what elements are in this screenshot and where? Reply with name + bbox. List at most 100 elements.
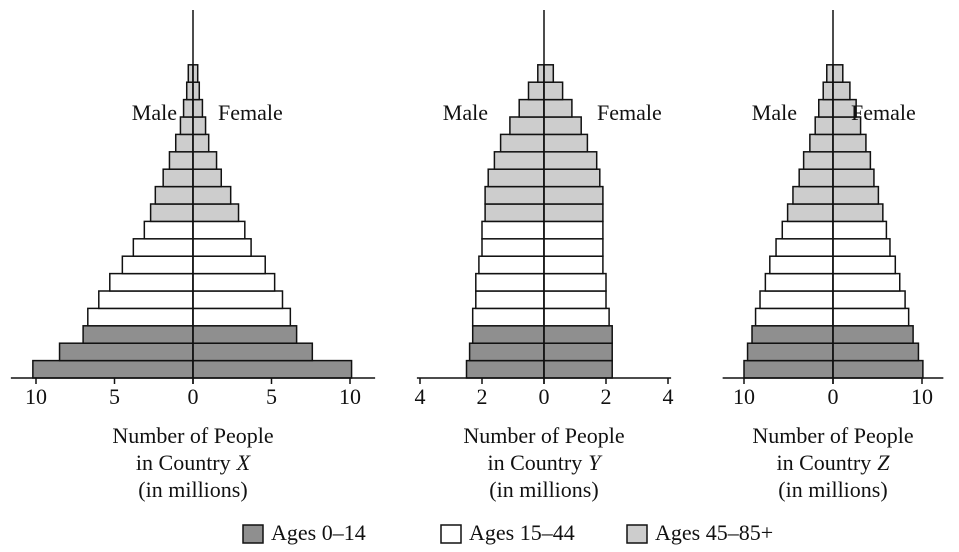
bar — [832, 185, 880, 205]
axis-label: in Country Y — [488, 450, 604, 475]
bar — [471, 325, 545, 344]
x-tick-label: 10 — [25, 384, 47, 409]
bar — [192, 255, 266, 275]
bar — [481, 220, 545, 240]
country-name: X — [236, 450, 252, 475]
bar — [781, 220, 834, 240]
bar — [826, 64, 834, 83]
legend-swatch — [242, 524, 264, 544]
x-tick-label: 0 — [539, 384, 550, 409]
bar — [481, 238, 545, 257]
x-tick-label: 10 — [911, 384, 933, 409]
legend-label: Ages 0–14 — [271, 520, 366, 545]
bar — [109, 272, 194, 292]
bar — [465, 359, 545, 379]
axis-label: in Country Z — [777, 450, 891, 475]
bar — [832, 272, 901, 292]
series-label: Male — [752, 100, 797, 125]
series-label: Female — [597, 100, 662, 125]
series-label: Female — [851, 100, 916, 125]
bar — [32, 359, 194, 379]
x-tick-label: 0 — [828, 384, 839, 409]
bar — [192, 342, 314, 362]
bar — [493, 151, 545, 170]
x-tick-label: 4 — [663, 384, 674, 409]
bar — [832, 151, 872, 170]
bar — [832, 133, 867, 153]
bar — [792, 185, 834, 205]
x-tick-label: 5 — [266, 384, 277, 409]
bar — [192, 238, 252, 257]
bar — [192, 272, 276, 292]
bar — [468, 342, 545, 362]
bar — [487, 168, 545, 188]
bar — [182, 98, 194, 118]
bar — [832, 203, 884, 223]
bar — [543, 290, 607, 310]
bar — [192, 359, 353, 379]
bar — [786, 203, 834, 223]
bar — [132, 238, 194, 257]
x-tick-label: 5 — [109, 384, 120, 409]
bar — [775, 238, 834, 257]
bar — [809, 133, 834, 153]
bar — [543, 307, 610, 327]
bar — [98, 290, 194, 310]
bar — [58, 342, 194, 362]
bar — [543, 133, 589, 153]
legend-label: Ages 15–44 — [469, 520, 575, 545]
bar — [832, 325, 914, 344]
axis-label-part: in Country — [488, 450, 583, 475]
country-name: Z — [877, 450, 890, 475]
bar — [185, 81, 194, 101]
series-label: Male — [443, 100, 488, 125]
x-tick-label: 10 — [733, 384, 755, 409]
axis-label: (in millions) — [138, 477, 247, 502]
axis-label: in Country X — [136, 450, 252, 475]
axis-label: (in millions) — [778, 477, 887, 502]
bar — [192, 98, 204, 118]
bar — [822, 81, 834, 101]
bar — [832, 168, 875, 188]
bar — [832, 290, 906, 310]
bar — [192, 307, 292, 327]
bar — [192, 133, 210, 153]
bar — [543, 325, 613, 344]
bar — [192, 203, 240, 223]
bar — [192, 325, 298, 344]
bar — [168, 151, 194, 170]
bar — [802, 151, 834, 170]
bar — [764, 272, 834, 292]
axis-label: Number of People — [463, 423, 624, 448]
series-label: Female — [218, 100, 283, 125]
bar — [543, 238, 604, 257]
bar — [754, 307, 834, 327]
x-tick-label: 10 — [339, 384, 361, 409]
bar — [471, 307, 545, 327]
bar — [543, 116, 582, 136]
bar — [527, 81, 545, 101]
axis-label: (in millions) — [489, 477, 598, 502]
bar — [87, 307, 194, 327]
bar — [543, 81, 564, 101]
bar — [543, 151, 598, 170]
bar — [543, 64, 555, 83]
bar — [832, 238, 891, 257]
bar — [192, 220, 246, 240]
bar — [543, 255, 604, 275]
bar — [537, 64, 545, 83]
bar — [543, 272, 607, 292]
bar — [543, 98, 573, 118]
bar — [143, 220, 194, 240]
bar — [769, 255, 834, 275]
bar — [746, 342, 834, 362]
bar — [832, 81, 851, 101]
legend-swatch — [626, 524, 648, 544]
x-tick-label: 2 — [601, 384, 612, 409]
bar — [154, 185, 194, 205]
axis-label: Number of People — [112, 423, 273, 448]
bar — [174, 133, 194, 153]
bar — [798, 168, 834, 188]
axis-label-part: in Country — [136, 450, 231, 475]
